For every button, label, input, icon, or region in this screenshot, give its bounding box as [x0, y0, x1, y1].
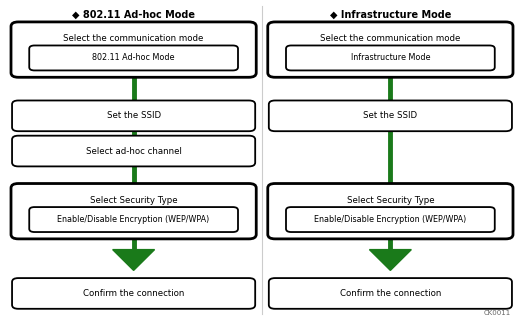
Text: Confirm the connection: Confirm the connection [340, 289, 441, 298]
Polygon shape [369, 250, 411, 270]
Text: Enable/Disable Encryption (WEP/WPA): Enable/Disable Encryption (WEP/WPA) [58, 215, 210, 224]
Text: Select Security Type: Select Security Type [346, 196, 434, 204]
Text: ◆ 802.11 Ad-hoc Mode: ◆ 802.11 Ad-hoc Mode [72, 9, 195, 20]
Text: CK0011: CK0011 [484, 310, 511, 316]
Text: Set the SSID: Set the SSID [106, 111, 161, 120]
FancyBboxPatch shape [268, 22, 513, 77]
Polygon shape [113, 250, 155, 270]
FancyBboxPatch shape [268, 184, 513, 239]
FancyBboxPatch shape [29, 45, 238, 70]
FancyBboxPatch shape [12, 100, 255, 131]
Text: Select ad-hoc channel: Select ad-hoc channel [86, 147, 181, 156]
Text: Infrastructure Mode: Infrastructure Mode [351, 53, 430, 62]
FancyBboxPatch shape [269, 278, 512, 309]
FancyBboxPatch shape [269, 100, 512, 131]
Text: Select Security Type: Select Security Type [90, 196, 178, 204]
Text: Select the communication mode: Select the communication mode [63, 34, 204, 43]
FancyBboxPatch shape [12, 278, 255, 309]
FancyBboxPatch shape [286, 207, 495, 232]
FancyBboxPatch shape [286, 45, 495, 70]
Text: Confirm the connection: Confirm the connection [83, 289, 184, 298]
FancyBboxPatch shape [29, 207, 238, 232]
FancyBboxPatch shape [11, 22, 256, 77]
FancyBboxPatch shape [11, 184, 256, 239]
Text: Select the communication mode: Select the communication mode [320, 34, 461, 43]
Text: ◆ Infrastructure Mode: ◆ Infrastructure Mode [330, 9, 451, 20]
Text: 802.11 Ad-hoc Mode: 802.11 Ad-hoc Mode [92, 53, 175, 62]
Text: Set the SSID: Set the SSID [363, 111, 418, 120]
Text: Enable/Disable Encryption (WEP/WPA): Enable/Disable Encryption (WEP/WPA) [314, 215, 466, 224]
FancyBboxPatch shape [12, 136, 255, 166]
